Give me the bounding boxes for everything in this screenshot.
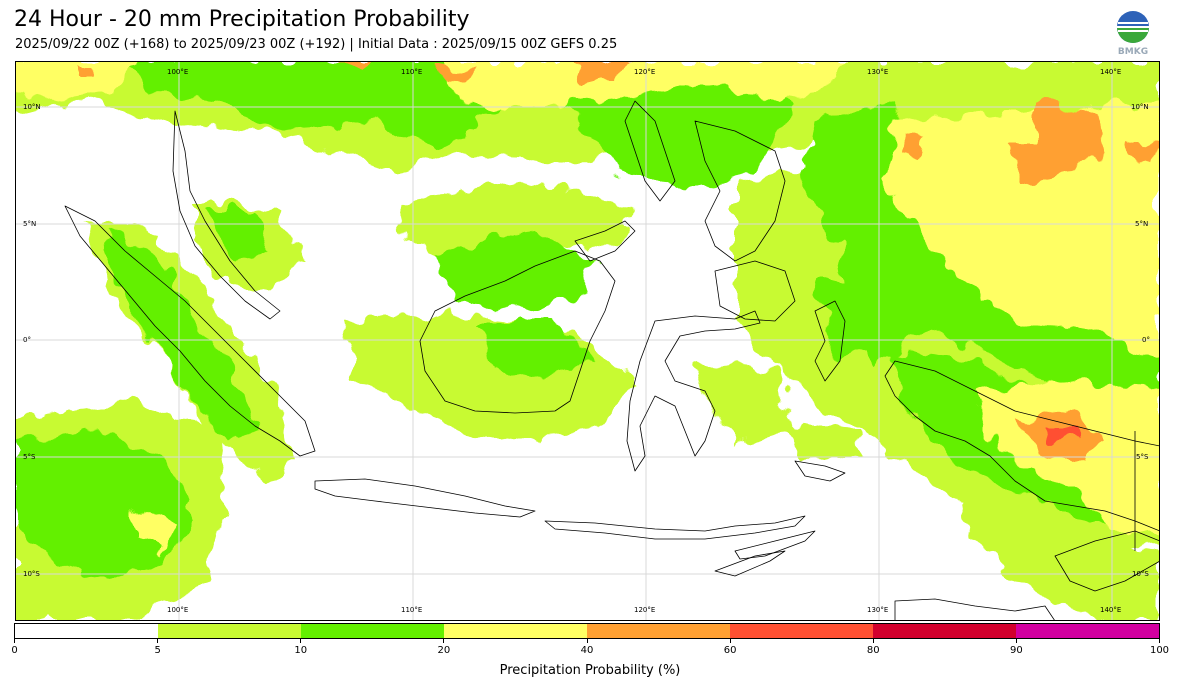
lon-label-top: 130°E [867, 68, 888, 76]
colorbar-tick [157, 639, 159, 643]
colorbar-tick-label: 60 [723, 645, 737, 656]
colorbar-tick-label: 10 [294, 645, 308, 656]
lat-label-right: 0° [1142, 336, 1150, 344]
colorbar-tick-label: 90 [1010, 645, 1023, 656]
colorbar-tick-label: 80 [866, 645, 880, 656]
colorbar-tick-label: 100 [1149, 645, 1170, 656]
probability-field [15, 61, 1160, 621]
graticule [15, 61, 1160, 621]
colorbar-tick [1015, 639, 1017, 643]
colorbar-tick [14, 639, 15, 643]
colorbar [14, 623, 1160, 639]
lon-label-bottom: 110°E [401, 606, 422, 614]
colorbar-segment [587, 624, 730, 638]
lat-label-left: 10°S [23, 570, 40, 578]
lat-label-left: 0° [23, 336, 31, 344]
lat-label-right: 5°S [1136, 453, 1149, 461]
colorbar-tick [300, 639, 302, 643]
map-frame [15, 61, 1160, 621]
lon-label-bottom: 120°E [634, 606, 655, 614]
lat-label-left: 10°N [23, 103, 41, 111]
colorbar-tick-label: 0 [11, 645, 18, 656]
svg-text:BMKG: BMKG [1118, 47, 1148, 56]
colorbar-label: Precipitation Probability (%) [499, 663, 681, 678]
colorbar-segment [301, 624, 444, 638]
lat-label-left: 5°N [23, 220, 36, 228]
colorbar-segment [158, 624, 301, 638]
colorbar-tick-label: 20 [437, 645, 451, 656]
colorbar-tick-label: 5 [154, 645, 161, 656]
lat-label-left: 5°S [23, 453, 36, 461]
colorbar-segment [730, 624, 873, 638]
colorbar-tick [872, 639, 874, 643]
colorbar-tick [1159, 639, 1160, 643]
colorbar-tick-label: 40 [580, 645, 594, 656]
bmkg-logo: BMKG [1117, 11, 1149, 56]
coastlines [64, 100, 1160, 621]
colorbar-segment [444, 624, 587, 638]
lon-label-bottom: 100°E [167, 606, 188, 614]
lat-label-right: 5°N [1135, 220, 1148, 228]
lon-label-bottom: 130°E [867, 606, 888, 614]
lon-label-top: 110°E [401, 68, 422, 76]
colorbar-segment [1016, 624, 1159, 638]
lat-label-right: 10°N [1131, 103, 1149, 111]
colorbar-segment [873, 624, 1016, 638]
map-subtitle: 2025/09/22 00Z (+168) to 2025/09/23 00Z … [15, 37, 618, 52]
lat-label-right: 10°S [1132, 570, 1149, 578]
colorbar-tick [729, 639, 731, 643]
lon-label-top: 140°E [1100, 68, 1121, 76]
lon-label-bottom: 140°E [1100, 606, 1121, 614]
lon-label-top: 120°E [634, 68, 655, 76]
colorbar-tick [443, 639, 445, 643]
lon-label-top: 100°E [167, 68, 188, 76]
map-title: 24 Hour - 20 mm Precipitation Probabilit… [14, 7, 470, 32]
graticule-labels: 100°E 110°E 120°E 130°E 140°E 100°E 110°… [23, 68, 1150, 614]
colorbar-tick [586, 639, 588, 643]
precipitation-map: 100°E 110°E 120°E 130°E 140°E 100°E 110°… [15, 61, 1160, 621]
colorbar-segment [15, 624, 158, 638]
